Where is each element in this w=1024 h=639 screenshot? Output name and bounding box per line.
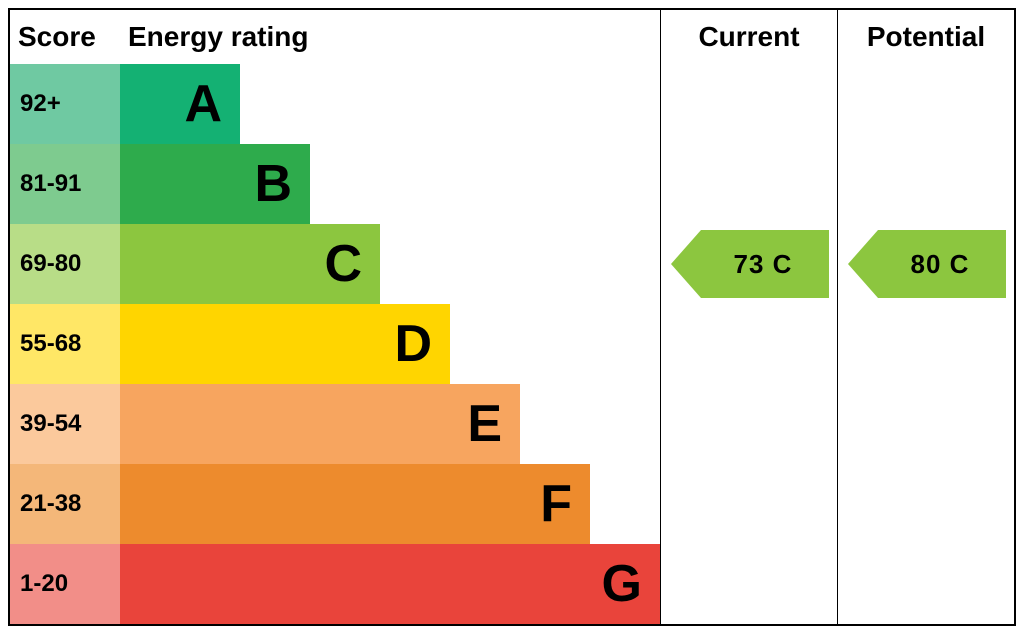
band-bar-b: B bbox=[120, 144, 310, 224]
score-range-a: 92+ bbox=[10, 64, 120, 144]
header-current: Current bbox=[661, 10, 837, 64]
band-row-f: F bbox=[120, 464, 660, 544]
epc-chart: Score 92+81-9169-8055-6839-5421-381-20 E… bbox=[8, 8, 1016, 626]
score-range-c: 69-80 bbox=[10, 224, 120, 304]
score-range-b: 81-91 bbox=[10, 144, 120, 224]
column-rating: Energy rating ABCDEFG bbox=[120, 10, 660, 624]
column-current: Current 73 C bbox=[660, 10, 837, 624]
score-range-d: 55-68 bbox=[10, 304, 120, 384]
band-row-b: B bbox=[120, 144, 660, 224]
pointer-current: 73 C bbox=[671, 230, 829, 298]
band-bar-f: F bbox=[120, 464, 590, 544]
header-score: Score bbox=[10, 10, 120, 64]
band-bar-e: E bbox=[120, 384, 520, 464]
column-score: Score 92+81-9169-8055-6839-5421-381-20 bbox=[10, 10, 120, 624]
pointer-label-potential: 80 C bbox=[848, 249, 1006, 280]
header-rating: Energy rating bbox=[120, 10, 660, 64]
header-potential: Potential bbox=[838, 10, 1014, 64]
band-row-g: G bbox=[120, 544, 660, 624]
score-range-f: 21-38 bbox=[10, 464, 120, 544]
band-row-a: A bbox=[120, 64, 660, 144]
band-bar-a: A bbox=[120, 64, 240, 144]
pointer-potential: 80 C bbox=[848, 230, 1006, 298]
band-bar-d: D bbox=[120, 304, 450, 384]
band-row-d: D bbox=[120, 304, 660, 384]
score-range-g: 1-20 bbox=[10, 544, 120, 624]
score-range-e: 39-54 bbox=[10, 384, 120, 464]
band-row-c: C bbox=[120, 224, 660, 304]
band-bar-c: C bbox=[120, 224, 380, 304]
band-row-e: E bbox=[120, 384, 660, 464]
band-bar-g: G bbox=[120, 544, 660, 624]
column-potential: Potential 80 C bbox=[837, 10, 1014, 624]
pointer-label-current: 73 C bbox=[671, 249, 829, 280]
